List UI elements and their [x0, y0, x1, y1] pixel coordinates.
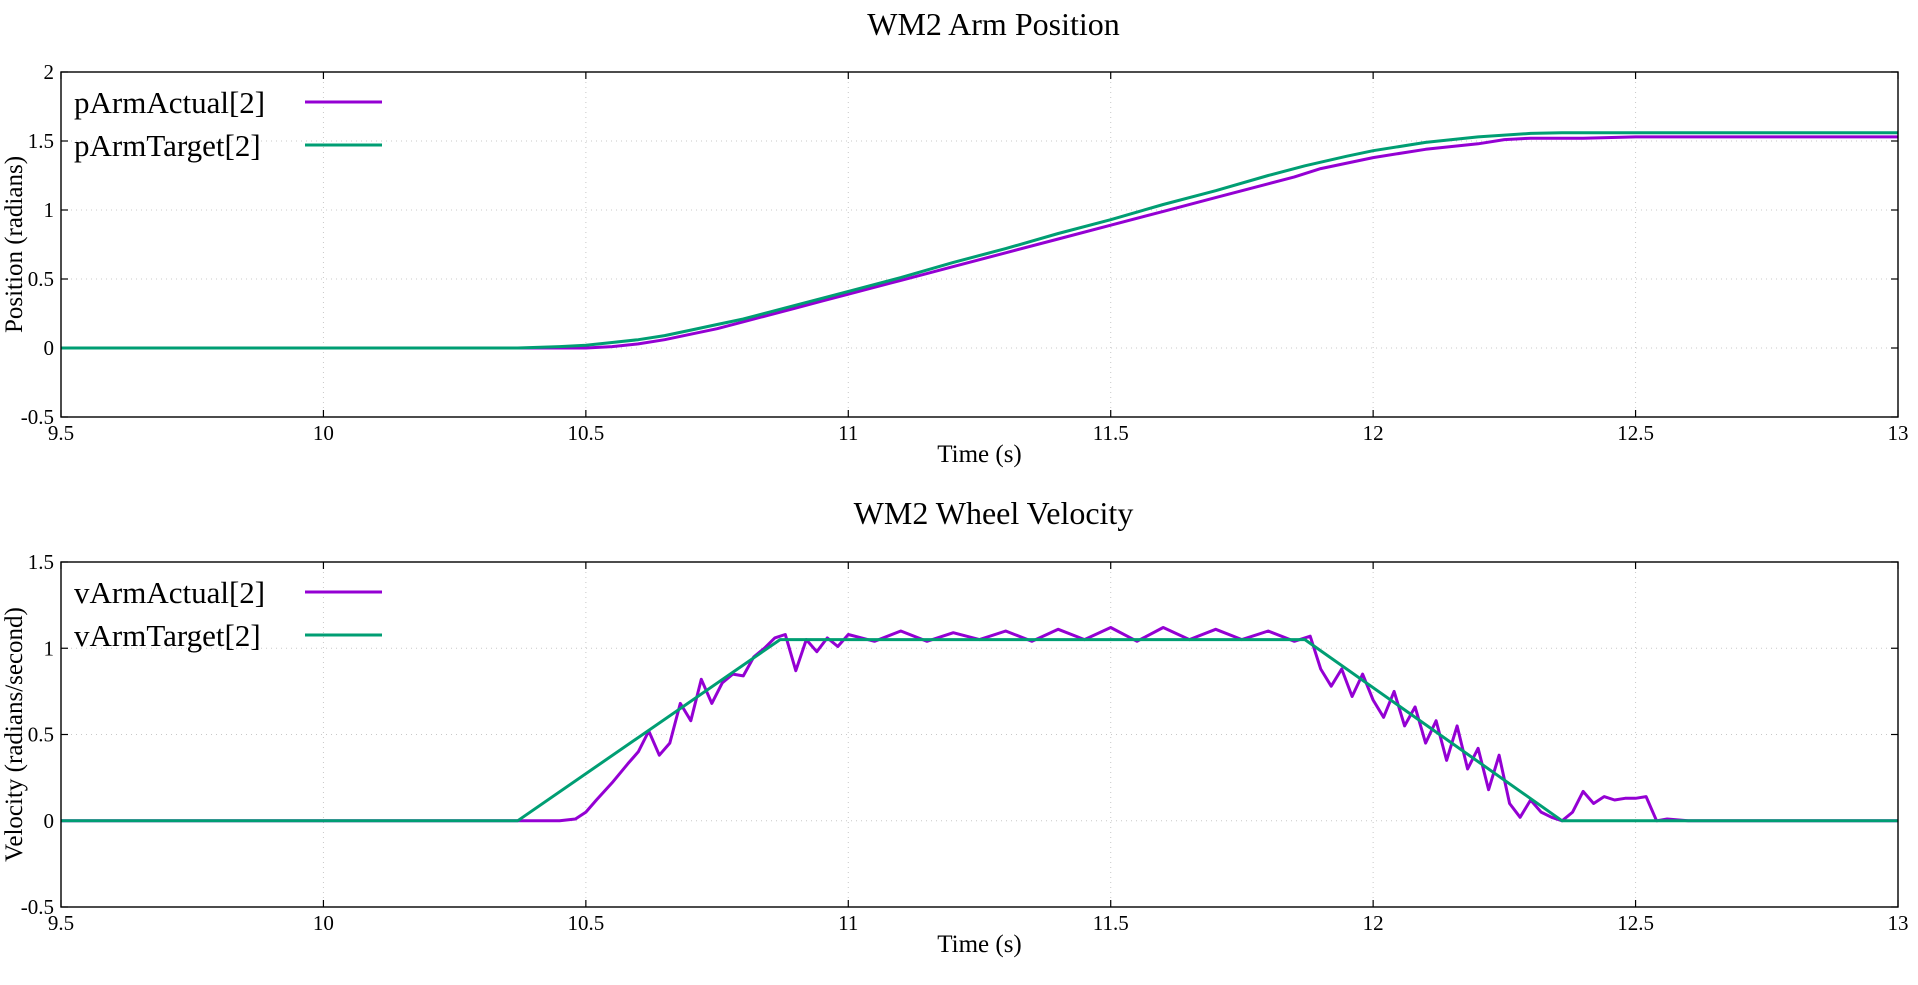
y-tick-label: -0.5 — [21, 405, 54, 429]
x-tick-label: 11 — [838, 911, 858, 935]
x-tick-label: 11 — [838, 421, 858, 445]
x-tick-label: 9.5 — [48, 421, 74, 445]
chart-1: 9.5 10 10.5 11 11.5 12 12.5 13-0.500.511.5vArmA… — [1, 495, 1909, 958]
chart-title: WM2 Arm Position — [867, 6, 1119, 42]
x-tick-label: 11.5 — [1093, 911, 1129, 935]
legend-label: vArmTarget[2] — [74, 618, 261, 653]
x-tick-label: 11.5 — [1093, 421, 1129, 445]
y-tick-label: 0.5 — [28, 267, 54, 291]
y-tick-label: 0.5 — [28, 723, 54, 747]
legend-label: pArmActual[2] — [74, 85, 265, 120]
y-tick-label: -0.5 — [21, 895, 54, 919]
y-tick-label: 1.5 — [28, 550, 54, 574]
series-line-pArmActual[2] — [61, 135, 1898, 350]
series-line-vArmActual[2] — [61, 626, 1898, 823]
x-tick-label: 13 — [1888, 421, 1909, 445]
series-line-vArmTarget[2] — [61, 638, 1898, 823]
x-tick-label: 10 — [313, 911, 334, 935]
x-tick-label: 10.5 — [567, 421, 604, 445]
series-line-pArmTarget[2] — [61, 131, 1898, 350]
y-tick-label: 2 — [44, 60, 55, 84]
x-tick-label: 12 — [1363, 911, 1384, 935]
x-tick-label: 12.5 — [1617, 421, 1654, 445]
x-axis-label: Time (s) — [937, 441, 1022, 468]
plot-frame — [60, 561, 1899, 908]
y-tick-label: 1.5 — [28, 129, 54, 153]
x-tick-label: 12 — [1363, 421, 1384, 445]
y-tick-label: 0 — [44, 336, 55, 360]
chart-0: 9.5 10 10.5 11 11.5 12 12.5 13-0.500.511.52pArm… — [1, 6, 1909, 468]
legend-label: pArmTarget[2] — [74, 128, 261, 163]
chart-title: WM2 Wheel Velocity — [854, 495, 1134, 531]
legend-label: vArmActual[2] — [74, 575, 265, 610]
y-tick-label: 1 — [44, 198, 55, 222]
y-tick-label: 1 — [44, 636, 55, 660]
x-tick-label: 10.5 — [567, 911, 604, 935]
x-axis-label: Time (s) — [937, 931, 1022, 958]
x-tick-label: 12.5 — [1617, 911, 1654, 935]
x-tick-label: 13 — [1888, 911, 1909, 935]
series-group — [61, 626, 1898, 823]
x-tick-label: 10 — [313, 421, 334, 445]
y-tick-label: 0 — [44, 809, 55, 833]
y-axis-label: Velocity (radians/second) — [1, 607, 28, 862]
y-axis-label: Position (radians) — [1, 156, 28, 333]
x-tick-label: 9.5 — [48, 911, 74, 935]
series-group — [61, 131, 1898, 350]
plot-frame — [60, 71, 1899, 418]
